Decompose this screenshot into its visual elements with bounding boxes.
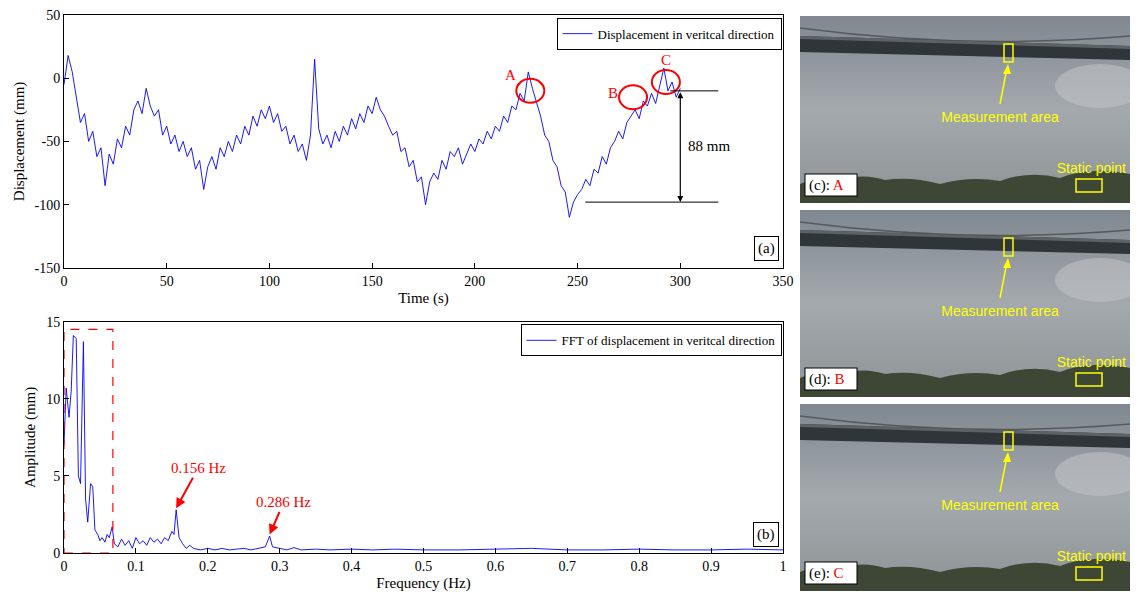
svg-text:15: 15 <box>46 315 60 330</box>
svg-text:0.7: 0.7 <box>559 559 577 574</box>
svg-text:0.4: 0.4 <box>343 559 361 574</box>
svg-text:50: 50 <box>46 8 60 23</box>
svg-text:Measurement area: Measurement area <box>941 497 1059 513</box>
svg-text:0: 0 <box>61 559 68 574</box>
svg-text:0.286 Hz: 0.286 Hz <box>256 494 311 510</box>
svg-text:Static point: Static point <box>1057 160 1126 176</box>
svg-text:10: 10 <box>46 392 60 407</box>
svg-text:350: 350 <box>773 274 794 289</box>
svg-text:Static point: Static point <box>1057 548 1126 564</box>
svg-text:300: 300 <box>670 274 691 289</box>
svg-text:250: 250 <box>567 274 588 289</box>
svg-text:Displacement in veritcal direc: Displacement in veritcal direction <box>598 27 775 42</box>
svg-text:50: 50 <box>160 274 174 289</box>
svg-text:(a): (a) <box>758 240 775 257</box>
svg-text:Time (s): Time (s) <box>398 290 449 307</box>
svg-text:0.8: 0.8 <box>630 559 648 574</box>
svg-text:Measurement area: Measurement area <box>941 109 1059 125</box>
svg-text:(e): C: (e): C <box>809 565 844 582</box>
svg-text:Frequency (Hz): Frequency (Hz) <box>376 575 471 592</box>
svg-text:A: A <box>505 67 516 83</box>
svg-text:0.156 Hz: 0.156 Hz <box>171 460 226 476</box>
svg-text:(b): (b) <box>757 526 775 543</box>
svg-text:(c): A: (c): A <box>809 177 844 194</box>
svg-text:Displacement (mm): Displacement (mm) <box>11 82 28 202</box>
svg-text:(d): B: (d): B <box>809 371 844 388</box>
svg-text:1: 1 <box>780 559 787 574</box>
svg-text:Measurement area: Measurement area <box>941 303 1059 319</box>
svg-text:-50: -50 <box>42 134 61 149</box>
svg-text:0: 0 <box>53 546 60 561</box>
svg-text:Static point: Static point <box>1057 354 1126 370</box>
svg-text:FFT of displacement in veritca: FFT of displacement in veritcal directio… <box>562 333 776 348</box>
svg-text:0.6: 0.6 <box>487 559 505 574</box>
svg-text:-100: -100 <box>35 198 61 213</box>
svg-text:0: 0 <box>61 274 68 289</box>
svg-text:0.1: 0.1 <box>127 559 145 574</box>
svg-text:150: 150 <box>362 274 383 289</box>
svg-text:Amplitude (mm): Amplitude (mm) <box>22 387 39 488</box>
svg-text:C: C <box>661 52 671 68</box>
svg-text:5: 5 <box>53 469 60 484</box>
svg-text:0.5: 0.5 <box>415 559 433 574</box>
svg-text:0.9: 0.9 <box>702 559 720 574</box>
svg-text:0: 0 <box>53 71 60 86</box>
svg-text:100: 100 <box>259 274 280 289</box>
svg-text:0.2: 0.2 <box>199 559 217 574</box>
svg-text:-150: -150 <box>35 261 61 276</box>
svg-text:0.3: 0.3 <box>271 559 289 574</box>
svg-text:88 mm: 88 mm <box>688 138 730 154</box>
svg-text:200: 200 <box>464 274 485 289</box>
svg-text:B: B <box>608 85 618 101</box>
